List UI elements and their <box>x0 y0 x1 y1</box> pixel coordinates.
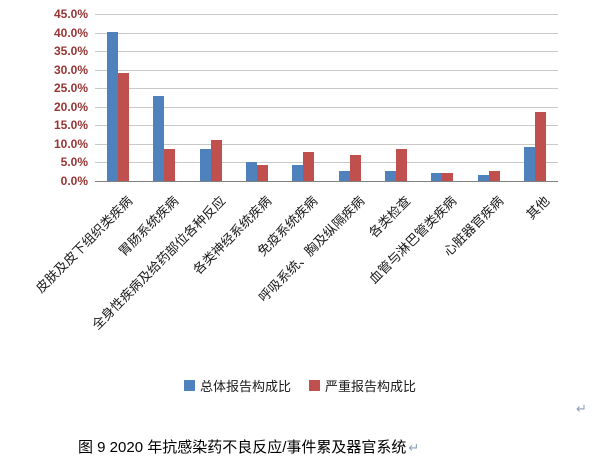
figure-caption: 图 9 2020 年抗感染药不良反应/事件累及器官系统 <box>78 439 407 456</box>
bar <box>257 165 269 181</box>
x-axis-label: 其他 <box>523 193 553 223</box>
y-axis-tick-label: 5.0% <box>60 155 88 170</box>
gridline <box>95 32 558 34</box>
legend-swatch <box>309 380 320 391</box>
bar <box>303 152 315 181</box>
bar <box>118 73 130 181</box>
gridline <box>95 162 558 164</box>
bar <box>153 95 165 181</box>
bar <box>107 31 119 181</box>
gridline <box>95 14 558 15</box>
gridline <box>95 69 558 71</box>
bar <box>395 149 407 181</box>
legend: 总体报告构成比 严重报告构成比 <box>0 376 600 395</box>
y-axis-tick-label: 15.0% <box>53 118 88 133</box>
bar <box>210 139 222 181</box>
bar <box>199 149 211 181</box>
bar <box>384 170 396 181</box>
bar <box>164 148 176 181</box>
bar <box>246 162 258 181</box>
chart-figure: 总体报告构成比 严重报告构成比 45.0% 40.0% 35.0% 30.0% 25.0%… <box>0 7 600 395</box>
gridline <box>95 106 558 108</box>
gridline <box>95 88 558 90</box>
y-axis-tick-label: 40.0% <box>53 25 88 40</box>
legend-swatch <box>183 380 195 391</box>
x-axis-label: 各类神经系统疾病 <box>190 193 275 278</box>
bar <box>431 173 443 181</box>
bar <box>534 111 546 181</box>
bar <box>338 170 350 181</box>
x-axis-line <box>95 181 558 182</box>
y-axis-tick-label: 20.0% <box>53 99 88 114</box>
bar <box>442 173 454 181</box>
figure-caption-row: 图 9 2020 年抗感染药不良反应/事件累及器官系统 ↵ <box>78 436 419 457</box>
legend-label: 严重报告构成比 <box>325 379 417 394</box>
legend-item: 总体报告构成比 <box>183 376 291 395</box>
y-axis-tick-label: 30.0% <box>53 62 88 77</box>
gridline <box>95 143 558 145</box>
legend-label: 总体报告构成比 <box>199 379 291 394</box>
paragraph-mark-icon: ↵ <box>576 401 587 416</box>
y-axis-tick-label: 45.0% <box>53 7 88 21</box>
x-axis-label: 血管与淋巴管类疾病 <box>366 193 460 287</box>
bar <box>488 170 500 181</box>
gridline <box>95 51 558 53</box>
y-axis-tick-label: 25.0% <box>53 81 88 96</box>
bar <box>292 164 304 181</box>
gridline <box>95 125 558 127</box>
bar <box>477 174 489 181</box>
y-axis-tick-label: 0.0% <box>60 174 88 188</box>
legend-item: 严重报告构成比 <box>309 376 416 395</box>
y-axis-tick-label: 35.0% <box>53 44 88 59</box>
y-axis-tick-label: 10.0% <box>53 136 88 151</box>
bar <box>523 146 535 181</box>
paragraph-mark-icon: ↵ <box>408 440 420 455</box>
x-axis-label: 各类检查 <box>365 193 414 241</box>
bar <box>349 155 361 181</box>
